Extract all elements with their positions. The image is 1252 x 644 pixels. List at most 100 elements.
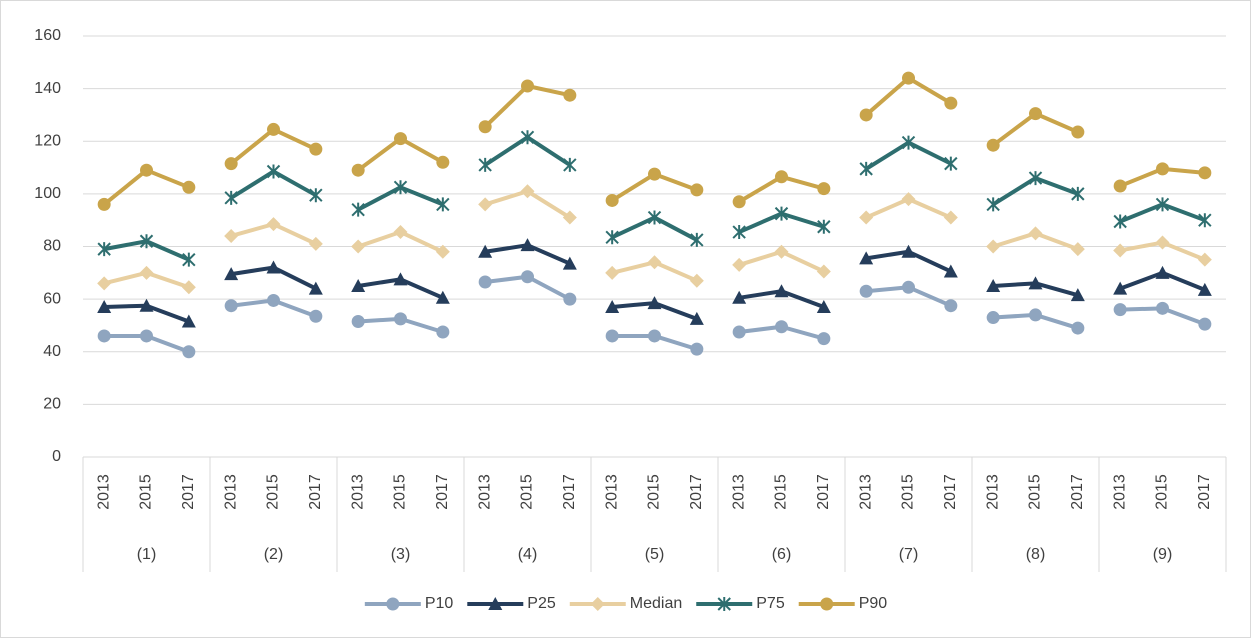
marker (181, 280, 196, 295)
marker (944, 96, 958, 110)
marker (140, 163, 153, 177)
marker (309, 188, 323, 203)
marker (520, 238, 535, 252)
marker (986, 197, 1000, 212)
marker (986, 138, 1000, 152)
marker (1155, 197, 1170, 212)
marker (690, 342, 704, 356)
y-tick-label: 160 (34, 27, 61, 44)
marker (266, 217, 281, 232)
x-tick-label: 2015 (773, 474, 790, 510)
x-tick-label: 2013 (857, 474, 874, 510)
marker (689, 273, 704, 288)
marker (774, 244, 789, 259)
marker (488, 597, 503, 610)
legend-item: P10 (364, 595, 454, 612)
marker (393, 225, 408, 240)
marker (605, 230, 619, 245)
marker (308, 236, 323, 251)
legend-item: P90 (798, 595, 888, 612)
marker (690, 183, 704, 197)
marker (605, 329, 619, 343)
x-tick-label: 2015 (1154, 474, 1171, 510)
marker (732, 257, 747, 272)
marker (436, 155, 450, 169)
marker (521, 79, 534, 93)
marker (139, 265, 154, 280)
y-tick-label: 100 (34, 185, 61, 202)
marker (1070, 288, 1085, 302)
marker (647, 255, 662, 270)
marker (1197, 252, 1212, 267)
marker (436, 325, 450, 339)
marker (605, 265, 620, 280)
marker (859, 108, 873, 122)
x-tick-label: 2017 (942, 474, 959, 510)
marker (97, 329, 111, 343)
legend-label: P10 (425, 595, 454, 612)
x-tick-label: 2017 (688, 474, 705, 510)
marker (1198, 213, 1212, 228)
marker (901, 244, 916, 258)
x-tick-label: 2015 (1027, 474, 1044, 510)
x-tick-label: 2013 (730, 474, 747, 510)
marker (859, 210, 874, 225)
marker (563, 88, 577, 102)
marker (478, 275, 492, 289)
marker (1071, 125, 1085, 139)
marker (478, 197, 493, 212)
marker (308, 281, 323, 295)
marker (309, 309, 323, 323)
marker (775, 320, 788, 334)
marker (139, 234, 154, 249)
x-tick-label: 2017 (434, 474, 451, 510)
y-tick-label: 20 (43, 396, 61, 413)
x-tick-label: 2017 (815, 474, 832, 510)
marker (732, 225, 746, 240)
y-tick-label: 120 (34, 132, 61, 149)
x-tick-label: 2017 (1069, 474, 1086, 510)
marker (901, 192, 916, 207)
x-tick-label: 2013 (95, 474, 112, 510)
marker (1113, 214, 1127, 229)
x-tick-label: 2013 (476, 474, 493, 510)
group-label: (1) (137, 546, 157, 563)
marker (1070, 242, 1085, 257)
legend-label: Median (630, 595, 682, 612)
group-label: (5) (645, 546, 665, 563)
x-tick-label: 2015 (519, 474, 536, 510)
legend-label: P75 (756, 595, 785, 612)
marker (224, 267, 239, 281)
marker (386, 597, 400, 611)
marker (690, 232, 704, 247)
marker (562, 256, 577, 270)
marker (774, 284, 789, 298)
marker (478, 157, 492, 172)
marker (732, 195, 746, 209)
marker (140, 329, 153, 343)
marker (1029, 308, 1042, 322)
marker (1155, 265, 1170, 279)
x-tick-label: 2013 (222, 474, 239, 510)
x-tick-label: 2017 (307, 474, 324, 510)
marker (590, 597, 605, 611)
marker (817, 332, 831, 346)
marker (309, 142, 323, 156)
marker (563, 292, 577, 306)
x-tick-label: 2017 (1196, 474, 1213, 510)
marker (1028, 276, 1043, 290)
marker (689, 311, 704, 325)
marker (817, 182, 831, 196)
marker (267, 122, 280, 136)
marker (943, 210, 958, 225)
legend-label: P90 (859, 595, 888, 612)
marker (435, 244, 450, 259)
x-tick-label: 2013 (603, 474, 620, 510)
marker (859, 284, 873, 298)
y-tick-label: 40 (43, 343, 61, 360)
marker (1113, 303, 1127, 317)
marker (351, 202, 365, 217)
marker (520, 184, 535, 199)
marker (435, 290, 450, 304)
